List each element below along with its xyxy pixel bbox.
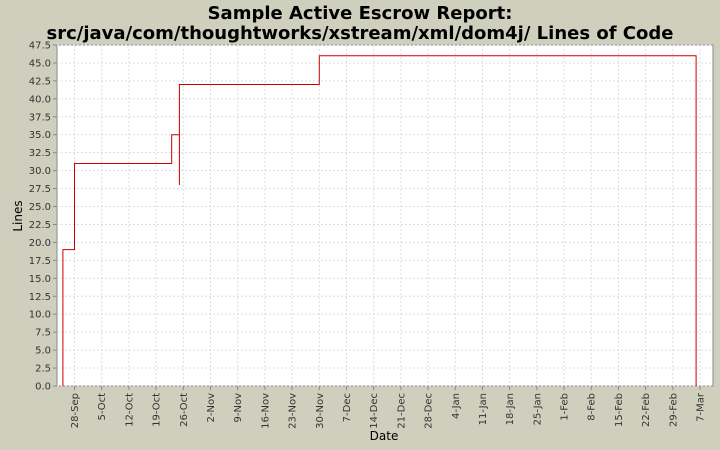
x-tick-label: 14-Dec [369, 393, 380, 429]
x-tick-label: 1-Feb [560, 393, 571, 421]
x-tick-label: 16-Nov [260, 393, 271, 429]
y-tick-label: 27.5 [29, 184, 51, 195]
y-tick-label: 2.5 [35, 364, 51, 375]
y-tick-label: 35.0 [29, 130, 51, 141]
x-tick-label: 28-Sep [70, 393, 81, 428]
y-tick-label: 5.0 [35, 346, 51, 357]
chart-subtitle: src/java/com/thoughtworks/xstream/xml/do… [47, 23, 674, 44]
y-tick-label: 10.0 [29, 310, 51, 321]
x-tick-label: 9-Nov [233, 393, 244, 423]
y-axis: 0.0 2.5 5.0 7.5 10.0 12.5 15.0 17.5 20.0 22.5 25.0… [29, 41, 57, 393]
y-tick-label: 22.5 [29, 220, 51, 231]
x-tick-label: 23-Nov [288, 393, 299, 429]
series-layer [62, 55, 697, 387]
y-tick-label: 17.5 [29, 256, 51, 267]
y-tick-label: 42.5 [29, 76, 51, 87]
x-tick-label: 22-Feb [641, 393, 652, 427]
x-tick-label: 29-Feb [668, 393, 679, 427]
grid-lines [57, 44, 713, 387]
x-tick-label: 28-Dec [424, 393, 435, 429]
x-tick-label: 15-Feb [614, 393, 625, 427]
y-tick-label: 47.5 [29, 41, 51, 52]
x-axis-label: Date [370, 429, 399, 443]
x-tick-label: 18-Jan [505, 393, 516, 425]
x-tick-label: 12-Oct [124, 393, 135, 427]
x-tick-label: 8-Feb [587, 393, 598, 421]
x-tick-label: 4-Jan [451, 393, 462, 419]
x-tick-label: 25-Jan [532, 393, 543, 425]
x-tick-label: 5-Oct [97, 393, 108, 421]
y-tick-label: 45.0 [29, 58, 51, 69]
y-tick-label: 15.0 [29, 274, 51, 285]
y-tick-label: 20.0 [29, 238, 51, 249]
plot-area [56, 44, 714, 387]
x-tick-label: 11-Jan [478, 393, 489, 425]
y-tick-label: 40.0 [29, 94, 51, 105]
y-tick-label: 32.5 [29, 148, 51, 159]
y-tick-label: 25.0 [29, 202, 51, 213]
chart-title: Sample Active Escrow Report: [208, 3, 513, 24]
x-tick-label: 7-Dec [342, 393, 353, 422]
x-tick-label: 26-Oct [179, 393, 190, 427]
x-tick-label: 2-Nov [206, 393, 217, 423]
x-axis: 28-Sep 5-Oct 12-Oct 19-Oct 26-Oct 2-Nov 9-Nov 1… [70, 386, 707, 429]
y-tick-label: 12.5 [29, 292, 51, 303]
y-axis-label: Lines [11, 200, 25, 231]
y-tick-label: 0.0 [35, 382, 51, 393]
y-tick-label: 7.5 [35, 328, 51, 339]
x-tick-label: 21-Dec [396, 393, 407, 429]
x-tick-label: 7-Mar [696, 392, 707, 422]
x-tick-label: 19-Oct [152, 393, 163, 427]
y-tick-label: 30.0 [29, 166, 51, 177]
x-tick-label: 30-Nov [315, 393, 326, 429]
y-tick-label: 37.5 [29, 112, 51, 123]
